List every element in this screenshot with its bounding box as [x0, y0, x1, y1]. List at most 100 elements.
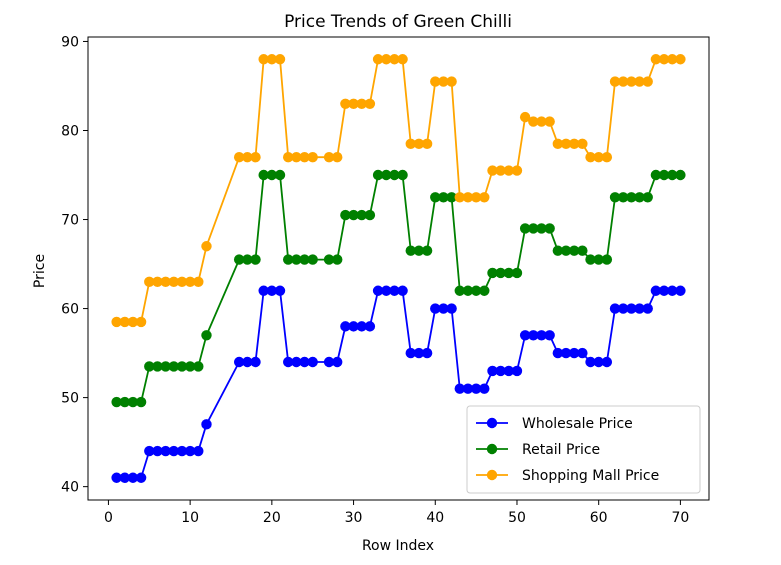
data-point: [348, 209, 359, 221]
data-point: [544, 330, 555, 341]
data-point: [544, 116, 555, 127]
data-point: [250, 356, 261, 368]
data-point: [389, 169, 400, 181]
x-tick-label: 20: [263, 510, 281, 526]
data-point: [528, 330, 539, 341]
data-point: [585, 254, 596, 265]
data-point: [536, 116, 547, 127]
data-point: [544, 223, 555, 234]
data-point: [340, 321, 351, 332]
data-point: [650, 285, 662, 296]
data-point: [446, 76, 457, 87]
data-point: [405, 245, 416, 256]
data-point: [462, 383, 474, 394]
legend-marker: [486, 443, 498, 455]
data-point: [511, 365, 523, 377]
data-point: [274, 285, 286, 296]
data-point: [364, 209, 376, 221]
data-point: [332, 356, 343, 368]
y-axis-label: Price: [32, 254, 48, 288]
data-point: [258, 285, 269, 296]
data-point: [446, 303, 457, 314]
data-point: [528, 116, 539, 127]
y-tick-label: 90: [61, 34, 79, 50]
y-tick-label: 60: [61, 302, 79, 318]
data-point: [634, 303, 645, 314]
data-point: [675, 285, 686, 296]
data-point: [144, 445, 155, 457]
data-point: [568, 347, 580, 359]
data-point: [160, 361, 171, 372]
data-point: [152, 445, 163, 457]
data-point: [495, 165, 506, 176]
data-point: [446, 192, 457, 203]
data-point: [282, 254, 294, 265]
data-point: [650, 54, 662, 65]
x-tick-label: 60: [590, 510, 608, 526]
data-point: [193, 276, 204, 288]
data-point: [372, 169, 384, 181]
data-point: [528, 223, 539, 234]
data-point: [626, 76, 637, 87]
y-tick-label: 70: [61, 213, 79, 229]
legend-marker: [486, 417, 498, 429]
data-point: [634, 192, 645, 203]
data-point: [111, 472, 122, 483]
data-point: [560, 347, 572, 359]
data-point: [299, 254, 310, 265]
data-point: [193, 445, 204, 457]
x-tick-label: 40: [426, 510, 444, 526]
chart-title: Price Trends of Green Chilli: [284, 12, 512, 32]
data-point: [470, 285, 482, 296]
data-point: [356, 321, 367, 332]
data-point: [323, 356, 335, 368]
y-tick-label: 40: [61, 480, 79, 496]
data-point: [152, 361, 163, 372]
data-point: [536, 223, 547, 234]
data-point: [193, 361, 204, 372]
plot-frame: [87, 36, 710, 501]
data-point: [650, 169, 662, 181]
data-point: [282, 152, 294, 163]
data-point: [560, 245, 572, 256]
data-point: [609, 303, 621, 314]
data-point: [470, 192, 482, 203]
data-point: [242, 254, 253, 265]
data-point: [495, 365, 506, 377]
data-point: [454, 285, 465, 296]
data-point: [511, 267, 523, 279]
data-point: [479, 383, 490, 394]
data-point: [381, 169, 392, 181]
data-point: [152, 276, 163, 288]
data-point: [519, 223, 531, 234]
data-point: [667, 285, 678, 296]
data-point: [119, 316, 130, 328]
data-point: [184, 276, 196, 288]
data-point: [626, 303, 637, 314]
data-point: [356, 98, 367, 109]
data-point: [454, 383, 465, 394]
data-point: [176, 361, 188, 372]
data-point: [642, 192, 653, 203]
data-point: [127, 472, 139, 483]
data-point: [397, 169, 408, 181]
data-point: [552, 347, 564, 359]
data-point: [201, 241, 212, 252]
data-point: [479, 285, 490, 296]
data-point: [323, 254, 335, 265]
data-point: [299, 356, 310, 368]
data-point: [601, 152, 613, 163]
data-point: [430, 192, 441, 203]
data-point: [258, 169, 269, 181]
data-point: [568, 138, 580, 150]
data-point: [667, 169, 678, 181]
data-point: [397, 54, 408, 65]
x-tick-label: 70: [671, 510, 689, 526]
data-point: [201, 330, 212, 341]
data-point: [135, 396, 147, 408]
data-point: [405, 347, 416, 359]
data-point: [438, 192, 449, 203]
data-point: [552, 138, 564, 150]
data-point: [364, 321, 376, 332]
